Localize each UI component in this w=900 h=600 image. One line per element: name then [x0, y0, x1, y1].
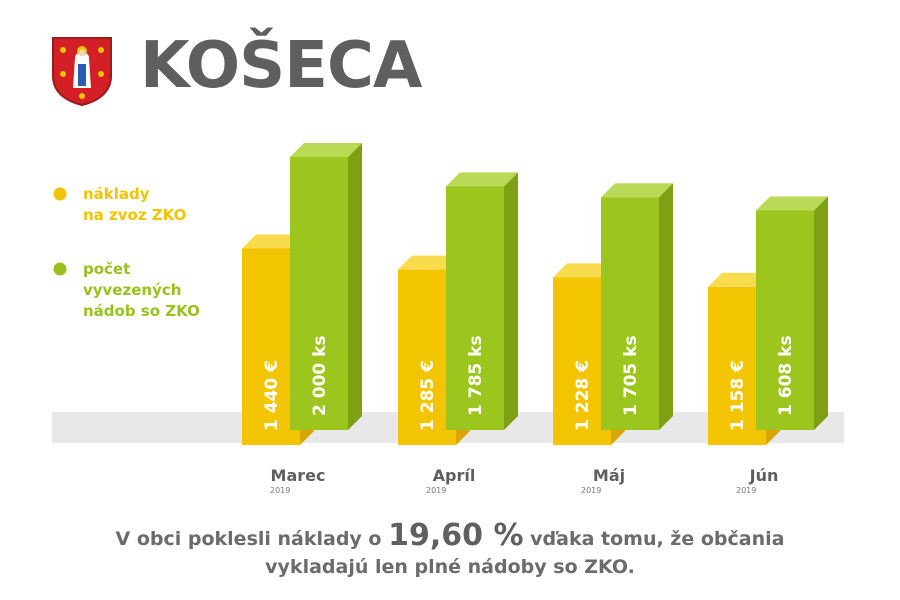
bar-top — [290, 143, 362, 157]
category-label: Jún — [749, 466, 779, 485]
bar-value-label: 1 158 € — [728, 360, 748, 431]
category-sublabel: 2019 — [736, 486, 756, 495]
category-sublabel: 2019 — [581, 486, 601, 495]
category-label: Marec — [271, 466, 326, 485]
bar-top — [446, 172, 518, 187]
summary-text: V obci poklesli náklady o 19,60 % vďaka … — [0, 521, 900, 581]
bar-value-label: 1 705 ks — [621, 335, 641, 416]
category-label: Máj — [593, 466, 625, 485]
summary-line2: vykladajú len plné nádoby so ZKO. — [265, 556, 635, 578]
summary-line1-end: vďaka tomu, že občania — [523, 528, 785, 550]
bar-front — [446, 186, 504, 430]
bar-top — [601, 183, 673, 198]
legend-label: vyvezených — [83, 281, 181, 299]
page-title: KOŠECA — [140, 29, 422, 103]
bar-value-label: 1 440 € — [262, 360, 282, 431]
bar-front — [290, 157, 348, 430]
bar-value-label: 1 285 € — [418, 360, 438, 431]
category-sublabel: 2019 — [270, 486, 290, 495]
bar-value-label: 1 228 € — [573, 360, 593, 431]
bar-side — [659, 183, 673, 430]
legend-swatch — [53, 262, 67, 276]
bar-front — [601, 197, 659, 430]
chart-legend: náklady na zvoz ZKO počet vyvezených nádob s… — [53, 185, 200, 320]
summary-line1-start: V obci poklesli náklady o — [115, 528, 389, 550]
count-bar: 1 608 ks — [756, 196, 828, 430]
bar-value-label: 1 785 ks — [466, 335, 486, 416]
bar-value-label: 1 608 ks — [776, 335, 796, 416]
legend-item: počet vyvezených nádob so ZKO — [53, 260, 200, 320]
bar-side — [348, 143, 362, 430]
bar-top — [756, 196, 828, 211]
category-sublabel: 2019 — [426, 486, 446, 495]
count-bar: 1 705 ks — [601, 183, 673, 430]
count-bar: 1 785 ks — [446, 172, 518, 430]
legend-label: na zvoz ZKO — [83, 206, 186, 224]
category-label: Apríl — [433, 466, 476, 485]
coat-of-arms-icon — [52, 37, 112, 106]
legend-swatch — [53, 187, 67, 201]
legend-label: nádob so ZKO — [83, 302, 200, 320]
summary-highlight: 19,60 % — [388, 518, 524, 553]
count-bar: 2 000 ks — [290, 143, 362, 430]
bar-side — [504, 172, 518, 430]
bar-front — [756, 210, 814, 430]
bar-side — [814, 196, 828, 430]
bar-value-label: 2 000 ks — [310, 335, 330, 416]
legend-item: náklady na zvoz ZKO — [53, 185, 186, 224]
legend-label: náklady — [83, 185, 150, 203]
legend-label: počet — [83, 260, 130, 278]
